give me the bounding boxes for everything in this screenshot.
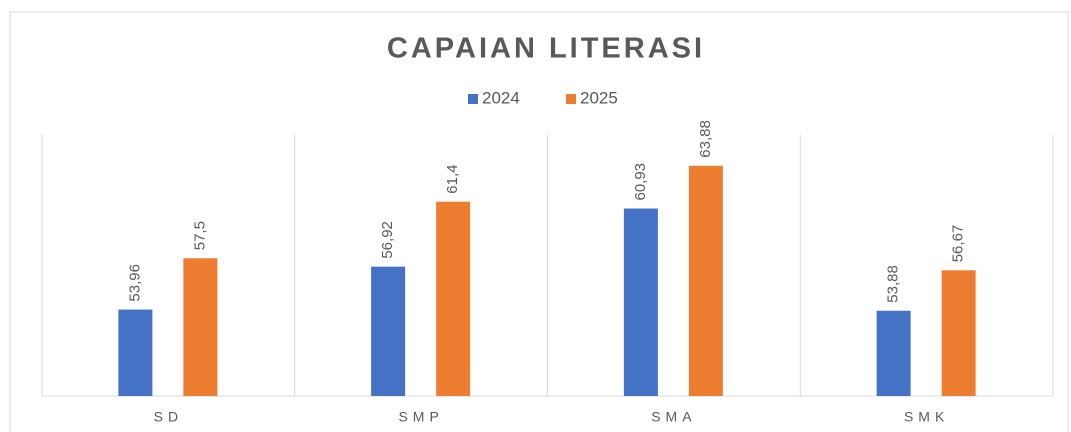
bar [688, 165, 723, 396]
x-tick-label: SMP [398, 409, 443, 425]
data-label: 56,92 [379, 221, 396, 259]
data-label: 60,93 [632, 163, 649, 201]
bar [436, 201, 471, 396]
legend-swatch [566, 94, 576, 104]
bar [876, 310, 911, 396]
legend-label: 2024 [482, 88, 520, 107]
data-label: 56,67 [950, 225, 967, 263]
x-tick-label: SMK [904, 409, 949, 425]
data-label: 63,88 [697, 120, 714, 158]
bar [371, 266, 406, 396]
x-tick-label: SD [154, 409, 183, 425]
x-tick-label: SMA [651, 409, 696, 425]
data-label: 61,4 [444, 164, 461, 193]
data-label: 53,96 [126, 264, 143, 302]
bar [941, 270, 976, 396]
data-label: 57,5 [191, 221, 208, 250]
bar [183, 258, 218, 396]
data-label: 53,88 [885, 265, 902, 303]
legend-label: 2025 [580, 88, 618, 107]
bar [623, 208, 658, 396]
legend-swatch [468, 94, 478, 104]
bar [118, 309, 153, 396]
chart-title: CAPAIAN LITERASI [387, 33, 705, 65]
